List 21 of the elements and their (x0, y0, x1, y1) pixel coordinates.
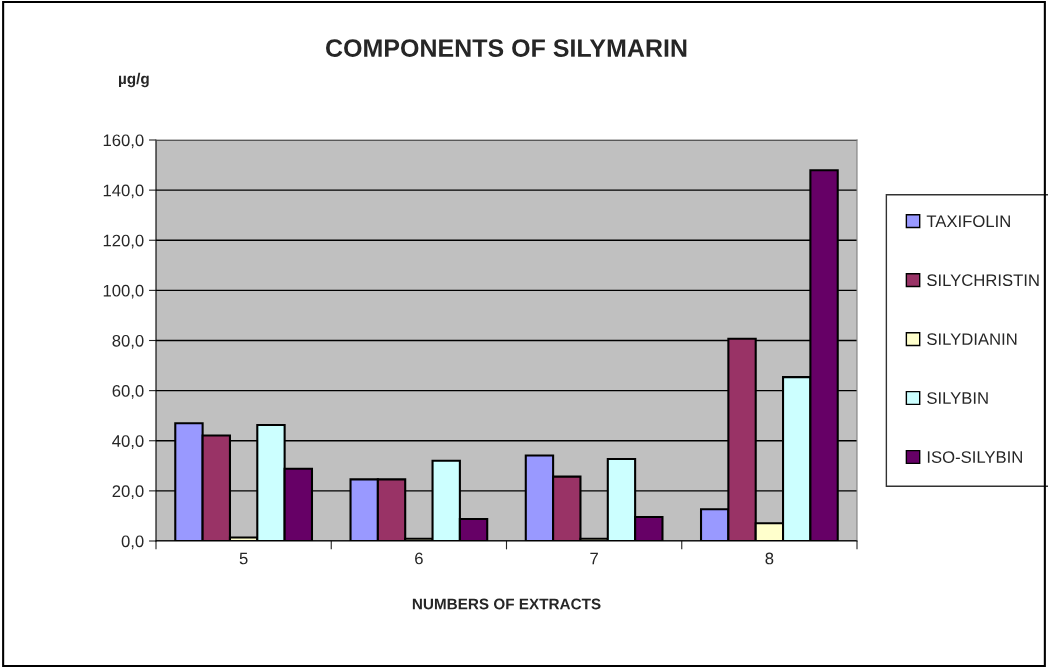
x-tick-label: 8 (765, 552, 774, 565)
y-tick-label: 20,0 (112, 485, 144, 500)
y-tick-label: 80,0 (112, 334, 144, 349)
y-tick-label: 40,0 (112, 435, 144, 449)
legend-label: ISO-SILYBIN (927, 451, 1022, 463)
x-tick-label: 6 (415, 552, 423, 565)
y-tick-label: 60,0 (112, 385, 144, 399)
x-axis-title: NUMBERS OF EXTRACTS (412, 598, 601, 610)
y-tick-label: 160,0 (103, 134, 144, 149)
legend-label: SILYCHRISTIN (927, 274, 1039, 287)
y-tick-label: 0,0 (121, 535, 144, 550)
y-axis-title: µg/g (119, 72, 149, 88)
y-tick-label: 120,0 (103, 234, 144, 249)
y-tick-label: 140,0 (103, 184, 144, 199)
y-tick-label: 100,0 (103, 284, 144, 299)
legend-label: SILYBIN (927, 392, 988, 404)
x-tick-label: 7 (590, 552, 598, 565)
chart-title: COMPONENTS OF SILYMARIN (326, 39, 687, 57)
x-tick-label: 5 (239, 552, 248, 565)
legend-label: TAXIFOLIN (926, 215, 1010, 228)
legend-label: SILYDIANIN (927, 333, 1017, 346)
